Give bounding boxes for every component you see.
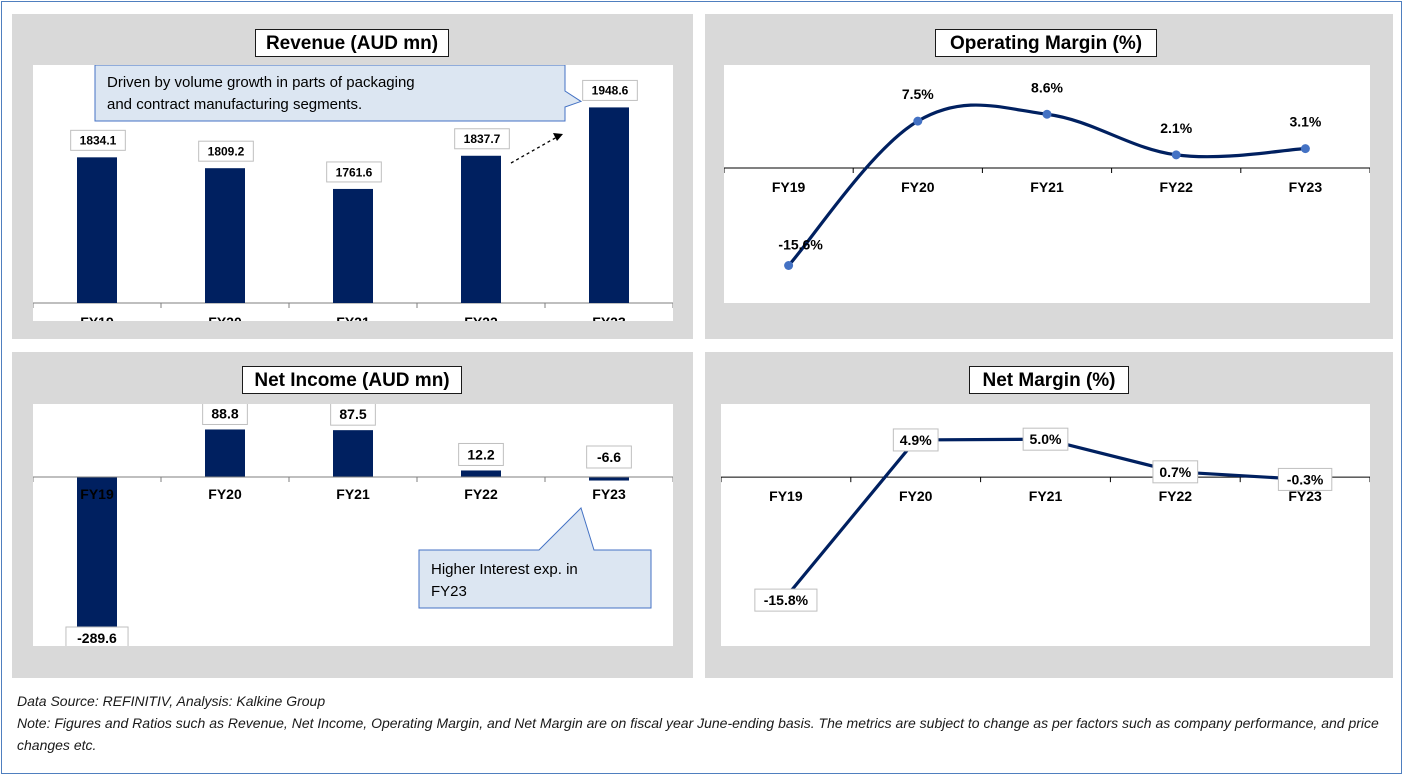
operating-margin-point-FY19: [784, 261, 794, 270]
net-margin-data-label-FY20: 4.9%: [900, 432, 932, 448]
net-margin-data-label-FY23: -0.3%: [1287, 471, 1324, 487]
net-income-annotation-text: Higher Interest exp. in FY23: [431, 561, 578, 600]
operating-margin-tick-label-FY23: FY23: [1289, 179, 1323, 195]
revenue-chart: 1834.1 FY19 1809.2 FY20 1761.6 FY21 1837.7 FY22…: [32, 64, 674, 330]
revenue-tick-label-FY22: FY22: [464, 314, 498, 321]
net-income-data-label-FY23: -6.6: [597, 449, 621, 465]
net-income-data-label-FY19: -289.6: [77, 630, 117, 646]
revenue-bar-FY20: [205, 168, 245, 303]
operating-margin-point-FY23: [1300, 144, 1310, 154]
operating-margin-plot: FY19 FY20 FY21 FY22 FY23 -15.6% 7.5% 8.6% 2.1% 3.…: [723, 65, 1371, 303]
net-income-tick-label-FY23: FY23: [592, 486, 626, 502]
operating-margin-data-label-FY23: 3.1%: [1289, 114, 1321, 130]
net-margin-data-label-FY19-box: [754, 588, 818, 612]
net-income-plot: FY19 -289.6 FY20 88.8 FY21 87.5 FY22 12.2 FY23 -6…: [32, 401, 674, 650]
revenue-growth-arrowhead: [553, 133, 563, 141]
net-margin-tick-label-FY20: FY20: [899, 488, 933, 504]
revenue-bar-FY19: [77, 157, 117, 303]
revenue-bar-FY21: [333, 188, 373, 303]
operating-margin-point-FY22: [1171, 150, 1181, 160]
net-margin-chart: FY19 FY20 FY21 FY22 FY23 -15.8% 4.9% 5.0% 0.7% -0…: [720, 427, 1371, 612]
revenue-data-label-FY20-box: [198, 140, 254, 162]
operating-margin-data-label-FY20: 7.5%: [902, 86, 934, 102]
revenue-data-label-FY23-box: [582, 79, 638, 101]
operating-margin-series-line: [787, 103, 1306, 267]
revenue-data-label-FY21: 1761.6: [336, 165, 373, 179]
operating-margin-title: Operating Margin (%): [935, 29, 1157, 57]
operating-margin-data-label-FY19: -15.6%: [778, 237, 823, 253]
net-income-tick-label-FY19: FY19: [80, 486, 114, 502]
net-margin-tick-label-FY21: FY21: [1029, 488, 1063, 504]
net-margin-data-label-FY22-box: [1152, 460, 1199, 484]
operating-margin-tick-label-FY19: FY19: [772, 179, 806, 195]
net-income-bar-FY22: [461, 470, 501, 477]
net-income-annotation-callout: [418, 507, 652, 609]
revenue-bar-FY22: [461, 155, 501, 303]
net-margin-title: Net Margin (%): [969, 366, 1129, 394]
revenue-tick-label-FY20: FY20: [208, 314, 242, 321]
net-margin-tick-label-FY19: FY19: [769, 488, 803, 504]
operating-margin-tick-label-FY20: FY20: [901, 179, 935, 195]
net-margin-series-line: [784, 437, 1306, 599]
net-income-title: Net Income (AUD mn): [242, 366, 462, 394]
operating-margin-point-FY21: [1042, 109, 1052, 119]
net-margin-data-label-FY23-box: [1277, 467, 1333, 491]
revenue-panel: Revenue (AUD mn) 1834.1 FY19 1809.2 FY20 176…: [12, 14, 693, 339]
operating-margin-point-FY20: [913, 116, 923, 126]
net-margin-data-label-FY20-box: [892, 428, 939, 452]
revenue-annotation-text: Driven by volume growth in parts of pack…: [107, 74, 415, 113]
revenue-data-label-FY21-box: [326, 161, 382, 183]
net-income-data-label-FY22: 12.2: [467, 447, 494, 463]
net-income-panel: Net Income (AUD mn) FY19 -289.6 FY20 88.8 FY…: [12, 352, 693, 678]
net-margin-data-label-FY19: -15.8%: [764, 592, 809, 608]
net-income-chart: FY19 -289.6 FY20 88.8 FY21 87.5 FY22 12.2 FY23 -6…: [32, 401, 674, 650]
net-margin-data-label-FY22: 0.7%: [1159, 464, 1191, 480]
revenue-growth-arrow: [510, 136, 558, 164]
net-income-tick-label-FY21: FY21: [336, 486, 370, 502]
net-income-bar-FY21: [333, 430, 373, 477]
revenue-annotation-callout: [94, 64, 583, 122]
net-margin-tick-label-FY23: FY23: [1288, 488, 1322, 504]
net-margin-data-label-FY21: 5.0%: [1030, 431, 1062, 447]
revenue-bar-FY23: [589, 107, 629, 303]
net-income-tick-label-FY20: FY20: [208, 486, 242, 502]
net-income-data-label-FY21: 87.5: [339, 406, 366, 422]
net-income-bar-FY19: [77, 477, 117, 632]
net-margin-panel: Net Margin (%) FY19 FY20 FY21 FY22 FY23 -15.8…: [705, 352, 1393, 678]
data-source-note: Data Source: REFINITIV, Analysis: Kalkin…: [17, 693, 326, 709]
net-income-tick-label-FY22: FY22: [464, 486, 498, 502]
operating-margin-chart: FY19 FY20 FY21 FY22 FY23 -15.6% 7.5% 8.6% 2.1% 3.…: [723, 79, 1371, 270]
revenue-tick-label-FY19: FY19: [80, 314, 114, 321]
revenue-data-label-FY22: 1837.7: [464, 132, 501, 146]
net-margin-data-label-FY21-box: [1022, 427, 1069, 451]
net-income-bar-FY20: [205, 429, 245, 477]
revenue-data-label-FY23: 1948.6: [592, 84, 629, 98]
revenue-data-label-FY22-box: [454, 128, 510, 150]
revenue-data-label-FY19: 1834.1: [80, 134, 117, 148]
revenue-plot: 1834.1 FY19 1809.2 FY20 1761.6 FY21 1837.7 FY22…: [32, 64, 674, 330]
net-income-data-label-FY20: 88.8: [211, 406, 238, 422]
revenue-tick-label-FY23: FY23: [592, 314, 626, 321]
net-income-data-label-FY23-box: [586, 445, 632, 469]
operating-margin-tick-label-FY22: FY22: [1159, 179, 1193, 195]
operating-margin-panel: Operating Margin (%) FY19 FY20 FY21 FY22 FY2…: [705, 14, 1393, 339]
net-income-data-label-FY21-box: [330, 402, 376, 426]
revenue-title: Revenue (AUD mn): [255, 29, 449, 57]
operating-margin-data-label-FY22: 2.1%: [1160, 120, 1192, 136]
net-margin-plot: FY19 FY20 FY21 FY22 FY23 -15.8% 4.9% 5.0% 0.7% -0…: [720, 404, 1371, 646]
operating-margin-tick-label-FY21: FY21: [1030, 179, 1064, 195]
net-income-bar-FY23: [589, 477, 629, 481]
methodology-note: Note: Figures and Ratios such as Revenue…: [17, 715, 1379, 753]
operating-margin-data-label-FY21: 8.6%: [1031, 79, 1063, 95]
revenue-data-label-FY20: 1809.2: [208, 145, 245, 159]
revenue-tick-label-FY21: FY21: [336, 314, 370, 321]
net-margin-tick-label-FY22: FY22: [1159, 488, 1193, 504]
revenue-data-label-FY19-box: [70, 129, 126, 151]
net-income-data-label-FY22-box: [458, 442, 504, 466]
footnotes: Data Source: REFINITIV, Analysis: Kalkin…: [17, 690, 1387, 756]
